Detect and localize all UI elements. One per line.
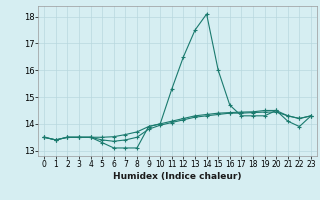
- X-axis label: Humidex (Indice chaleur): Humidex (Indice chaleur): [113, 172, 242, 181]
